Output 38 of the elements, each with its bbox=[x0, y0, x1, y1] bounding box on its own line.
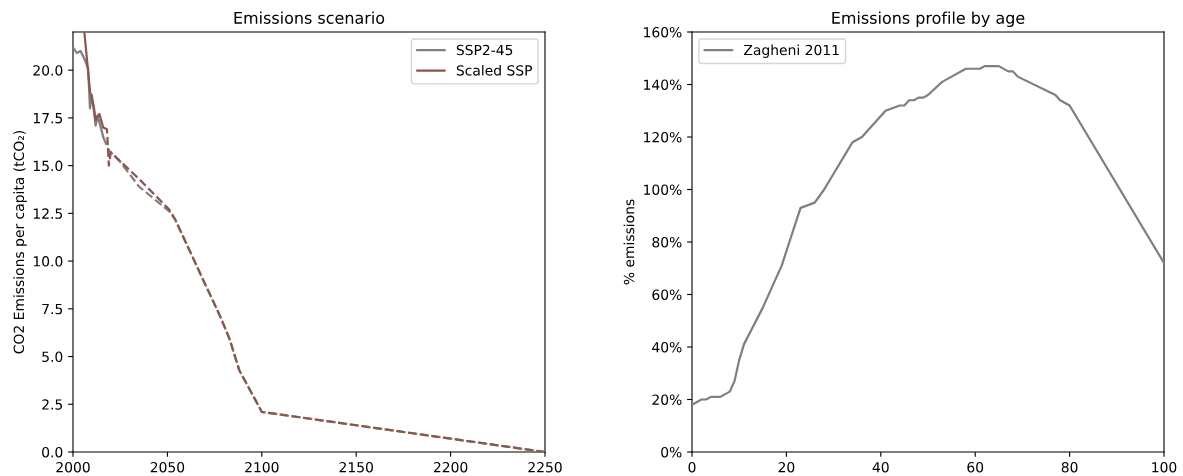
x-tick-label: 2250 bbox=[528, 461, 562, 473]
line-series bbox=[692, 65, 1164, 406]
x-tick-label: 2100 bbox=[245, 461, 279, 473]
x-tick-label: 2000 bbox=[56, 461, 90, 473]
x-tick-label: 20 bbox=[778, 461, 795, 473]
x-tick-label: 2050 bbox=[150, 461, 185, 473]
legend-label: Scaled SSP bbox=[456, 64, 533, 76]
x-tick-label: 40 bbox=[872, 461, 889, 473]
y-tick-label: 120% bbox=[644, 131, 682, 143]
y-tick-label: 80% bbox=[652, 236, 682, 248]
legend-label: SSP2-45 bbox=[456, 44, 513, 56]
x-tick-label: 80 bbox=[1061, 461, 1078, 473]
y-tick-label: 15.0 bbox=[33, 160, 63, 172]
y-tick-label: 140% bbox=[644, 79, 682, 90]
y-tick-label: 160% bbox=[644, 26, 682, 38]
x-tick-label: 60 bbox=[967, 461, 984, 473]
y-tick-label: 100% bbox=[644, 184, 682, 195]
y-tick-label: 5.0 bbox=[42, 351, 63, 363]
x-tick-label: 2150 bbox=[339, 461, 373, 473]
y-axis-title: % emissions bbox=[623, 199, 635, 285]
y-axis-title: CO2 Emissions per capita (tCO₂) bbox=[13, 130, 27, 354]
x-tick-label: 0 bbox=[688, 461, 696, 473]
legend-label: Zagheni 2011 bbox=[744, 44, 839, 58]
y-tick-label: 20.0 bbox=[33, 65, 63, 76]
chart-title: Emissions scenario bbox=[234, 11, 385, 24]
x-tick-label: 2200 bbox=[433, 461, 468, 473]
y-tick-label: 2.5 bbox=[42, 399, 63, 410]
y-tick-label: 10.0 bbox=[33, 256, 63, 267]
chart-title: Emissions profile by age bbox=[832, 11, 1025, 27]
x-tick-label: 100 bbox=[1152, 461, 1177, 473]
y-tick-label: 0.0 bbox=[42, 446, 63, 458]
y-tick-label: 7.5 bbox=[42, 303, 63, 315]
y-tick-label: 12.5 bbox=[33, 208, 63, 219]
y-tick-label: 17.5 bbox=[33, 113, 63, 124]
y-tick-label: 0% bbox=[661, 446, 682, 458]
y-tick-label: 20% bbox=[652, 394, 682, 405]
y-tick-label: 60% bbox=[652, 289, 682, 300]
y-tick-label: 40% bbox=[652, 341, 682, 353]
